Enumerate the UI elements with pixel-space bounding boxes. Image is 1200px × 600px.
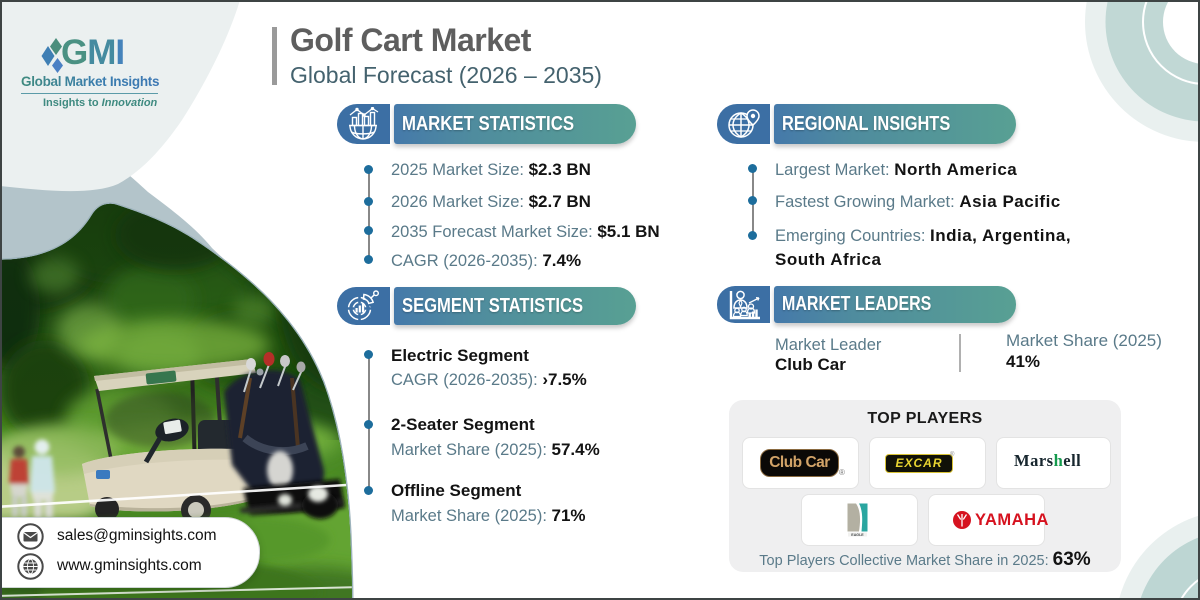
- svg-text:EAGLE: EAGLE: [851, 533, 864, 537]
